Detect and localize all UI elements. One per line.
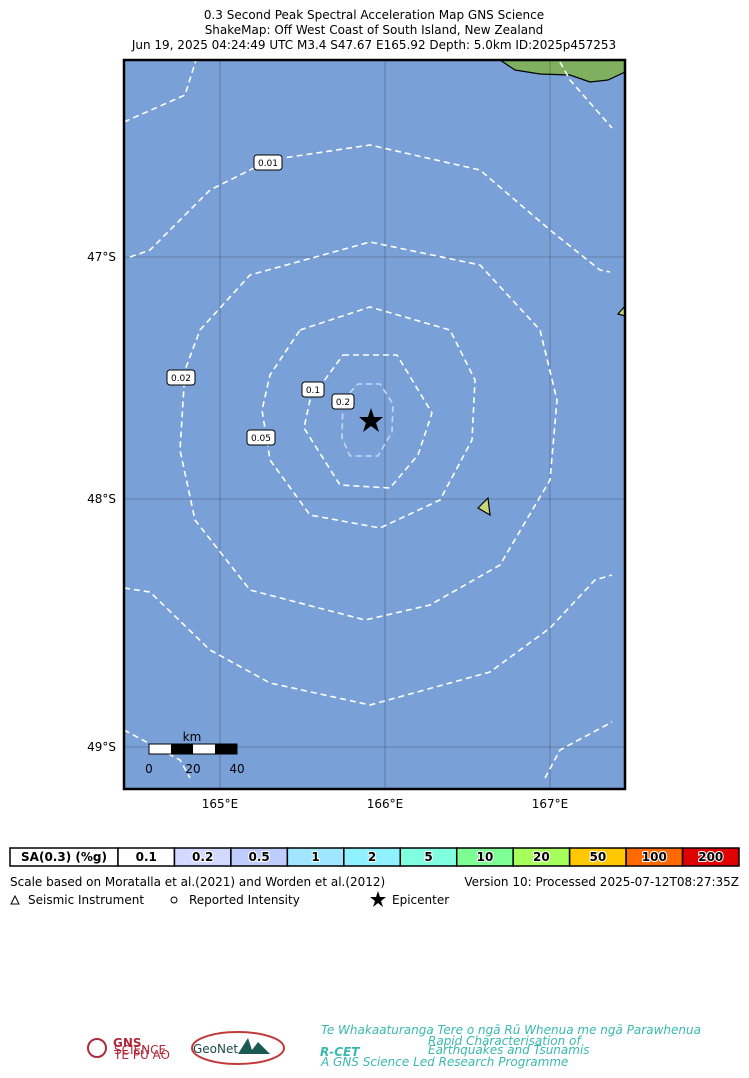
gns-mark [87, 1038, 107, 1058]
geonet-ring [191, 1031, 285, 1065]
contour [303, 354, 433, 489]
contour-label: 0.1 [306, 386, 320, 396]
label-box [253, 154, 283, 171]
rcet-text: Earthquakes and Tsunamis [428, 1043, 590, 1057]
map: 0.01 0.02 0.05 0.1 0.2 km 0 20 40 [122, 58, 627, 791]
label-box [246, 429, 276, 446]
lon-label: 165°E [202, 797, 239, 811]
note: Scale based on Moratalla et al.(2021) an… [10, 875, 385, 889]
rcet-text: Te Whakaaturanga Tere o ngā Rū Whenua me… [321, 1023, 701, 1037]
contour [261, 306, 476, 529]
contour [123, 59, 197, 123]
contour [129, 144, 611, 273]
legend-cell [681, 847, 740, 867]
contour-label: 0.05 [251, 434, 271, 444]
gns-text: SCIENCE [114, 1043, 166, 1057]
contour [123, 729, 191, 779]
symbol-label: Reported Intensity [189, 893, 300, 907]
contour [559, 61, 613, 129]
label-box [301, 381, 325, 398]
contour [544, 721, 613, 779]
epicenter [359, 408, 383, 432]
contour-label: 0.2 [336, 398, 350, 408]
scale-tick: 40 [229, 762, 244, 776]
label-box [331, 393, 355, 410]
contour [179, 241, 558, 621]
geonet-mark [238, 1038, 270, 1054]
legend-label: 0.1 [136, 850, 157, 864]
note: Version 10: Processed 2025-07-12T08:27:3… [464, 875, 739, 889]
rcet-text: R-CET [320, 1045, 360, 1059]
rcet-text: Rapid Characterisation of [428, 1034, 582, 1048]
symbol-label: Epicenter [392, 893, 449, 907]
rcet-text: A GNS Science Led Research Programme [320, 1055, 568, 1069]
legend-label: 10 [477, 850, 494, 864]
geonet-text: GeoNet [193, 1042, 238, 1056]
title: 0.3 Second Peak Spectral Acceleration Ma… [204, 8, 544, 22]
legend-label: 2 [368, 850, 376, 864]
gns-text: GNS [113, 1036, 142, 1050]
contour [341, 383, 394, 457]
title: ShakeMap: Off West Coast of South Island… [205, 23, 544, 37]
gns-text: TE PŪ AO [113, 1048, 170, 1062]
lat-label: 48°S [87, 492, 116, 506]
scale-tick: 0 [145, 762, 153, 776]
scale-unit: km [183, 730, 202, 744]
label-box [166, 369, 196, 386]
lon-label: 167°E [532, 797, 569, 811]
title: Jun 19, 2025 04:24:49 UTC M3.4 S47.67 E1… [131, 38, 616, 52]
scale-bar: km 0 20 40 [145, 730, 244, 776]
contour-label: 0.01 [258, 159, 278, 169]
scale-block [215, 744, 237, 754]
legend-label: 0.2 [192, 850, 213, 864]
intensity-icon [170, 896, 178, 904]
legend-title: SA(0.3) (%g) [21, 850, 107, 864]
map-frame [122, 58, 627, 791]
lat-label: 47°S [87, 250, 116, 264]
contour-label: 0.02 [171, 374, 191, 384]
lat-label: 49°S [87, 740, 116, 754]
legend-label: 20 [533, 850, 550, 864]
legend-label: 1 [311, 850, 319, 864]
lon-label: 166°E [367, 797, 404, 811]
scale-tick: 20 [185, 762, 200, 776]
legend-label: 100 [642, 850, 667, 864]
legend-label: 0.5 [249, 850, 270, 864]
symbol-label: Seismic Instrument [28, 893, 144, 907]
legend-label: 5 [424, 850, 432, 864]
legend-label: 50 [590, 850, 607, 864]
legend: SA(0.3) (%g) 0.1 0.2 0.5 1 2 5 10 20 50 100 200 [9, 847, 740, 867]
contour-labels: 0.01 0.02 0.05 0.1 0.2 [166, 154, 355, 446]
contour [123, 574, 613, 706]
instrument-icon [10, 894, 20, 905]
legend-label: 200 [698, 850, 723, 864]
island [477, 496, 491, 517]
scale-block [171, 744, 193, 754]
epicenter-icon [370, 891, 386, 907]
logos: GNS SCIENCE TE PŪ AO GeoNet Te Whakaatur… [87, 1023, 701, 1069]
